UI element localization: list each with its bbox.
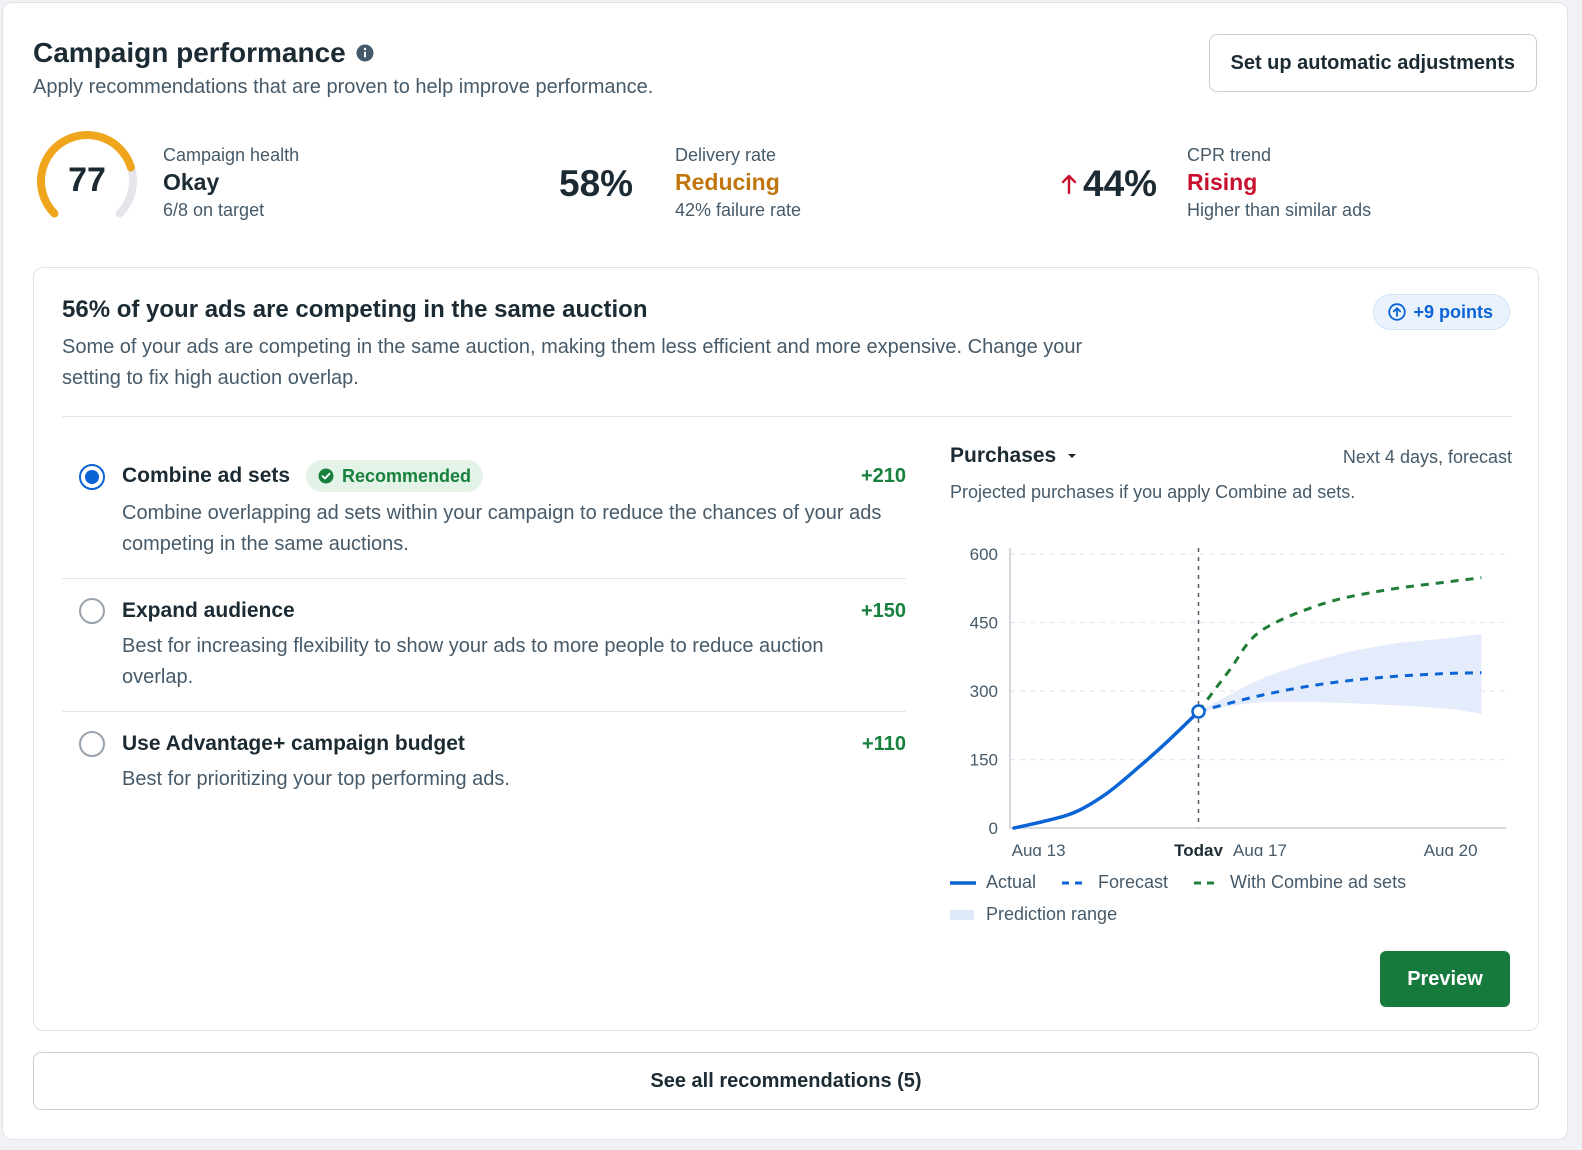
y-tick-label: 600 xyxy=(970,545,998,564)
page-title-row: Campaign performance xyxy=(33,37,374,69)
delivery-rate-value: 58% xyxy=(559,163,634,204)
option-description: Best for increasing flexibility to show … xyxy=(122,635,824,688)
option-delta: +110 xyxy=(862,733,906,755)
x-tick-label: Aug 13 xyxy=(1012,841,1066,856)
health-status: Okay xyxy=(163,169,220,195)
health-metric: Campaign health Okay 6/8 on target xyxy=(163,145,299,221)
metric-dropdown-label: Purchases xyxy=(950,444,1057,467)
chart-subtitle: Projected purchases if you apply Combine… xyxy=(950,482,1356,502)
see-all-recommendations-button[interactable]: See all recommendations (5) xyxy=(33,1052,1539,1110)
cpr-trend-value-group: 44% xyxy=(1061,163,1157,205)
legend-forecast-label: Forecast xyxy=(1098,872,1169,892)
health-label: Campaign health xyxy=(163,145,300,165)
y-axis-labels: 0 150 300 450 600 xyxy=(970,545,998,838)
x-tick-label: Aug 17 xyxy=(1233,841,1287,856)
x-tick-label: Today xyxy=(1174,841,1223,856)
health-gauge-arc xyxy=(37,131,137,218)
legend-range-label: Prediction range xyxy=(986,904,1118,924)
radio-advantage-budget[interactable] xyxy=(79,731,105,757)
legend-with-combine-swatch xyxy=(1194,881,1220,884)
legend-forecast: Forecast xyxy=(1062,872,1168,893)
delivery-label: Delivery rate xyxy=(675,145,777,165)
set-up-automatic-adjustments-button[interactable]: Set up automatic adjustments xyxy=(1208,34,1537,92)
preview-button[interactable]: Preview xyxy=(1380,951,1510,1007)
x-tick-label: Aug 20 xyxy=(1424,841,1478,856)
recommendation-panel: 56% of your ads are competing in the sam… xyxy=(33,267,1539,1031)
arrow-up-circle-icon xyxy=(1388,303,1407,321)
points-label: +9 points xyxy=(1413,301,1493,322)
series-line-forecast xyxy=(1198,671,1482,714)
delivery-metric: Delivery rate Reducing 42% failure rate xyxy=(675,145,801,221)
health-gauge: 77 xyxy=(37,131,137,231)
caret-down-icon xyxy=(1068,454,1077,458)
option-combine-ad-sets[interactable]: Combine ad sets Recommended +210 Combine… xyxy=(62,448,906,578)
metric-dropdown[interactable]: Purchases xyxy=(950,444,1078,468)
cpr-detail: Higher than similar ads xyxy=(1187,200,1372,220)
arrow-up-icon xyxy=(1061,174,1077,195)
series-line-actual xyxy=(1012,709,1201,830)
legend-forecast-swatch xyxy=(1062,881,1088,884)
health-score: 77 xyxy=(68,160,106,199)
x-axis-labels: Aug 13 Today Aug 17 Aug 20 xyxy=(1012,841,1478,856)
panel-divider xyxy=(62,416,1512,417)
option-expand-audience[interactable]: Expand audience +150 Best for increasing… xyxy=(62,580,906,710)
option-delta: +150 xyxy=(860,600,906,622)
option-title: Expand audience xyxy=(122,599,295,622)
page-title: Campaign performance xyxy=(33,37,346,68)
option-description: Best for prioritizing your top performin… xyxy=(122,768,510,790)
cpr-metric: CPR trend Rising Higher than similar ads xyxy=(1187,145,1371,221)
cpr-status: Rising xyxy=(1187,169,1258,195)
prediction-range-area xyxy=(1198,633,1482,714)
option-description: Combine overlapping ad sets within your … xyxy=(122,502,882,555)
points-badge[interactable]: +9 points xyxy=(1373,294,1510,330)
check-circle-icon xyxy=(318,468,334,484)
chart-series xyxy=(1012,576,1482,830)
legend-actual-label: Actual xyxy=(986,872,1037,892)
y-tick-label: 300 xyxy=(970,682,998,701)
radio-expand-audience[interactable] xyxy=(79,598,105,624)
cpr-trend-value: 44% xyxy=(1083,163,1158,204)
delivery-status: Reducing xyxy=(675,169,780,195)
health-detail: 6/8 on target xyxy=(163,200,265,220)
today-point[interactable] xyxy=(1191,704,1206,719)
option-advantage-budget[interactable]: Use Advantage+ campaign budget +110 Best… xyxy=(62,713,906,813)
campaign-performance-card: Campaign performance Apply recommendatio… xyxy=(2,2,1568,1140)
recommended-badge: Recommended xyxy=(306,460,484,492)
radio-combine-ad-sets[interactable] xyxy=(79,464,105,490)
page-subtitle: Apply recommendations that are proven to… xyxy=(33,76,654,98)
option-divider xyxy=(62,711,906,712)
option-delta: +210 xyxy=(860,465,906,487)
option-title: Combine ad sets xyxy=(122,464,291,487)
cpr-label: CPR trend xyxy=(1187,145,1272,165)
option-divider xyxy=(62,578,906,579)
delivery-detail: 42% failure rate xyxy=(675,200,802,220)
option-title: Use Advantage+ campaign budget xyxy=(122,732,465,755)
recommendation-title: 56% of your ads are competing in the sam… xyxy=(62,296,648,323)
purchases-chart: 0 150 300 450 600 Aug 13 Today Aug 17 Aug 20 xyxy=(970,545,1506,856)
legend-prediction-range: Prediction range xyxy=(950,904,1117,925)
y-tick-label: 450 xyxy=(970,614,998,633)
recommendation-description: Some of your ads are competing in the sa… xyxy=(62,336,1083,389)
legend-with-combine: With Combine ad sets xyxy=(1194,872,1406,893)
y-tick-label: 150 xyxy=(970,751,998,770)
recommended-label: Recommended xyxy=(342,465,472,486)
forecast-range-label: Next 4 days, forecast xyxy=(1342,447,1512,467)
legend-range-swatch xyxy=(950,909,974,920)
info-icon[interactable] xyxy=(356,44,374,62)
y-tick-label: 0 xyxy=(989,819,998,838)
series-line-with-combine-ad-sets xyxy=(1197,576,1482,713)
legend-with-combine-label: With Combine ad sets xyxy=(1230,872,1407,892)
legend-actual: Actual xyxy=(950,872,1036,893)
legend-actual-swatch xyxy=(950,880,976,885)
